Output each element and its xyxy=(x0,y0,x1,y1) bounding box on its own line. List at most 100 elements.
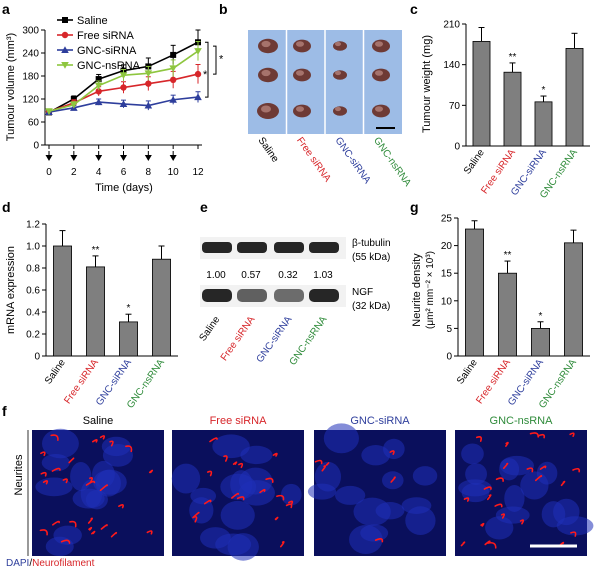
panel-g-ylabel-1: Neurite density xyxy=(411,253,423,327)
neurofilament-fiber xyxy=(460,541,466,547)
nucleus-blob xyxy=(240,445,273,465)
tumour-highlight xyxy=(375,41,383,47)
panel-c-significance-mark: ** xyxy=(509,52,517,63)
tumour-highlight xyxy=(375,106,383,112)
neurofilament-fiber xyxy=(389,450,395,455)
nucleus-blob xyxy=(361,445,391,466)
micrograph-title: Free siRNA xyxy=(210,415,268,427)
data-point xyxy=(95,88,102,95)
panel-d-y-tick-label: 0 xyxy=(34,352,40,363)
neurofilament-fiber xyxy=(475,436,483,442)
significance-bracket xyxy=(205,41,209,98)
nucleus-blob xyxy=(93,469,127,495)
neurofilament-fiber xyxy=(236,496,245,501)
nucleus-blob xyxy=(458,479,492,497)
neurofilament-fiber xyxy=(487,541,497,549)
neurofilament-fiber xyxy=(537,433,546,439)
neurofilament-fiber xyxy=(100,524,108,530)
micrograph-title: Saline xyxy=(83,415,114,427)
neurofilament-fiber xyxy=(463,497,470,502)
neurofilament-fiber xyxy=(560,480,566,487)
neurofilament-fiber xyxy=(505,441,509,447)
neurofilament-fiber xyxy=(206,470,213,477)
panel-a-xlabel: Time (days) xyxy=(95,182,153,194)
neurofilament-fiber xyxy=(40,451,46,457)
panel-d-y-tick-label: 0.6 xyxy=(26,286,40,297)
panel-g-y-tick-label: 15 xyxy=(441,269,453,280)
blot-lane-label: GNC-nsRNA xyxy=(288,314,330,367)
ngf-blot-strip xyxy=(200,285,346,307)
legend-label: GNC-nsRNA xyxy=(77,60,141,72)
nucleus-blob xyxy=(220,500,255,530)
panel-c-bar xyxy=(565,48,584,147)
neurofilament-fiber xyxy=(89,476,93,484)
beta-tubulin-kda: (55 kDa) xyxy=(352,252,390,263)
data-point xyxy=(169,65,177,73)
panel-a-x-tick-label: 10 xyxy=(168,167,180,178)
neurofilament-fiber xyxy=(272,452,278,457)
neurofilament-fiber xyxy=(110,531,118,538)
panel-c-y-tick-label: 140 xyxy=(443,60,460,71)
panel-c-bar xyxy=(534,101,553,147)
neurofilament-fiber xyxy=(51,467,61,472)
panel-d-y-tick-label: 1.0 xyxy=(26,242,40,253)
stain-dapi: DAPI xyxy=(6,558,29,569)
panel-a-ylabel: Tumour volume (mm³) xyxy=(5,33,17,141)
panel-g-bar xyxy=(498,272,517,357)
nucleus-blob xyxy=(200,527,231,549)
neurofilament-fiber xyxy=(87,517,93,524)
neurites-side-label: Neurites xyxy=(13,454,25,495)
tumour-weight-bar-chart: Tumour weight (mg) 070140210Saline**Free… xyxy=(421,20,590,201)
neurofilament-fiber xyxy=(539,465,547,470)
nucleus-blob xyxy=(171,463,201,494)
nucleus-blob xyxy=(220,473,257,500)
legend-marker xyxy=(61,46,69,53)
stain-separator: / xyxy=(29,558,32,569)
tumour-highlight xyxy=(335,41,341,47)
legend-label: Free siRNA xyxy=(77,30,135,42)
neurofilament-fiber xyxy=(232,461,238,465)
data-point xyxy=(170,51,177,58)
panel-g-category-label: Saline xyxy=(455,357,480,386)
panel-d-y-tick-label: 0.8 xyxy=(26,264,40,275)
panel-a-x-tick-label: 6 xyxy=(121,167,127,178)
neurofilament-fiber xyxy=(570,531,577,537)
tumour-highlight xyxy=(296,70,304,76)
tumour-highlight xyxy=(296,106,304,112)
panel-a-y-tick-label: 240 xyxy=(22,49,39,60)
neurofilament-fiber xyxy=(68,457,75,464)
neurofilament-fiber xyxy=(325,462,330,466)
neurofilament-fiber xyxy=(483,486,492,490)
micrograph-title: GNC-nsRNA xyxy=(490,415,554,427)
panel-g-bar xyxy=(564,242,583,357)
panel-letter-f: f xyxy=(2,403,7,419)
neurofilament-fiber xyxy=(62,478,68,484)
panel-d-ylabel: mRNA expression xyxy=(5,246,17,334)
blot-lane-label: GNC-siRNA xyxy=(255,314,295,365)
neurofilament-fiber xyxy=(534,475,543,482)
ngf-band xyxy=(202,289,232,302)
neurofilament-fiber xyxy=(314,459,323,465)
panel-g-y-tick-label: 0 xyxy=(446,352,452,363)
neurofilament-fiber xyxy=(40,471,47,477)
panel-d-significance-mark: * xyxy=(127,303,131,314)
neurofilament-fiber xyxy=(231,492,240,499)
panel-d-bar xyxy=(119,321,138,357)
neurofilament-fiber xyxy=(500,513,506,519)
neurofilament-fiber xyxy=(321,465,327,472)
data-point xyxy=(119,100,128,107)
neurofilament-micrograph-panel: Neurites DAPI/Neurofilament Saline Free s… xyxy=(6,415,594,569)
dosing-arrow-icon xyxy=(45,155,53,161)
neurofilament-fiber xyxy=(42,480,49,485)
panel-a-y-tick-label: 60 xyxy=(28,118,40,129)
panel-g-y-tick-label: 10 xyxy=(441,296,453,307)
nucleus-blob xyxy=(102,443,133,467)
panel-d-category-label: Saline xyxy=(43,357,68,386)
neurofilament-fiber xyxy=(238,462,244,469)
nucleus-blob xyxy=(280,483,302,506)
panel-c-y-tick-label: 0 xyxy=(454,142,460,153)
panel-letter-b: b xyxy=(219,1,228,17)
neurofilament-fiber xyxy=(223,455,228,462)
data-point xyxy=(194,48,202,55)
data-point xyxy=(94,82,103,90)
